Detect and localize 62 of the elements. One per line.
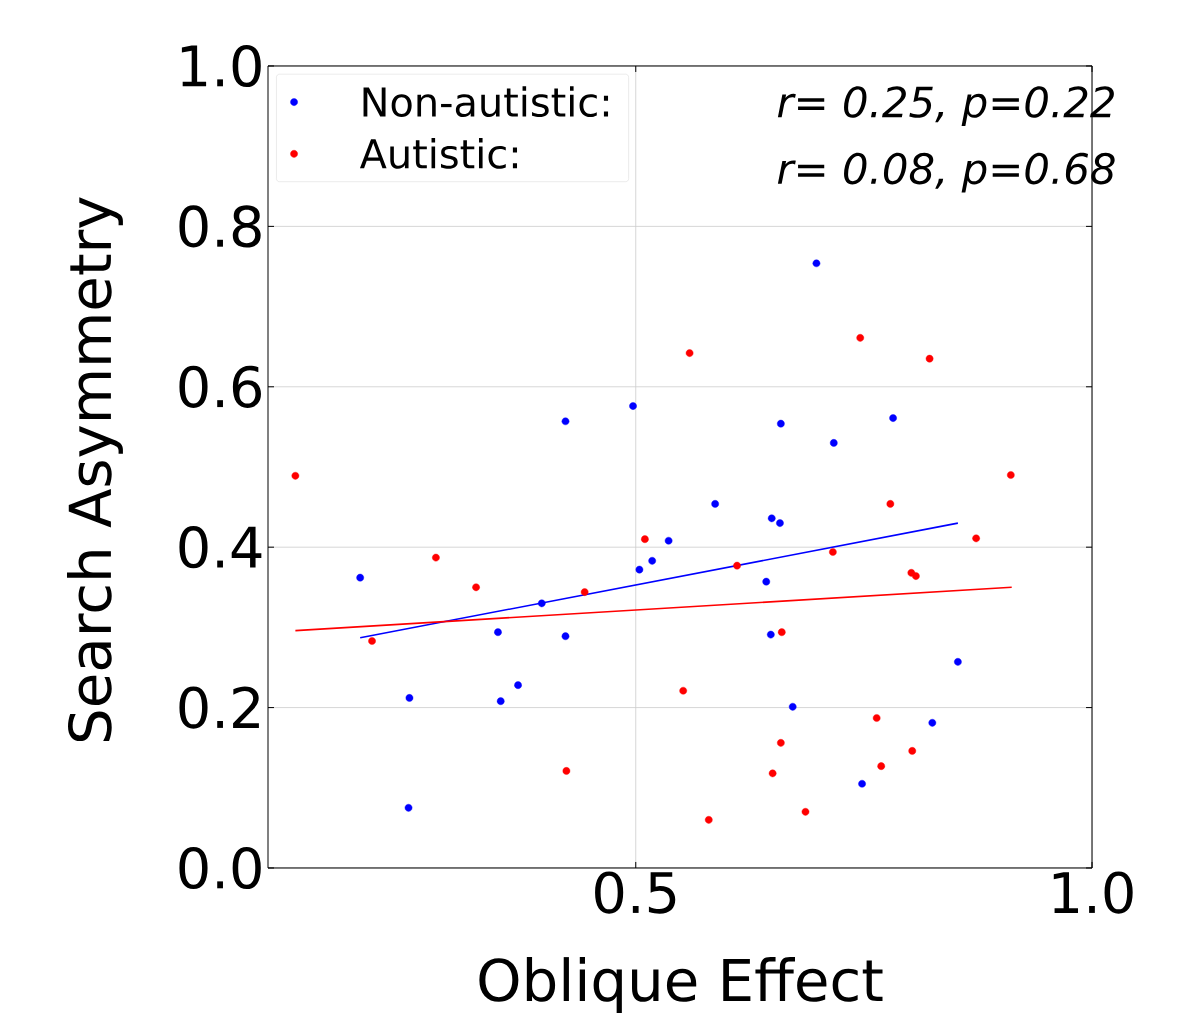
y-tick-label: 1.0 (181, 44, 261, 88)
point (514, 681, 522, 689)
point (368, 637, 376, 645)
point (812, 259, 821, 268)
point (767, 514, 776, 523)
point (679, 686, 688, 695)
point (562, 767, 571, 775)
point (856, 334, 865, 342)
point (405, 694, 414, 702)
point (801, 808, 810, 816)
point (561, 632, 570, 641)
point (954, 658, 962, 666)
point (776, 519, 784, 527)
point (291, 472, 300, 480)
point (889, 414, 897, 422)
point (704, 816, 713, 824)
point (858, 779, 866, 788)
point (788, 702, 797, 711)
point (580, 588, 589, 596)
point (404, 804, 413, 812)
point (886, 500, 895, 508)
point (1007, 471, 1015, 479)
point (762, 577, 771, 586)
x-axis-title: Oblique Effect (479, 957, 883, 1014)
point (829, 439, 838, 447)
point (877, 762, 886, 770)
point (733, 561, 741, 570)
point (494, 628, 502, 636)
point (908, 747, 917, 755)
point (685, 349, 694, 357)
point (777, 628, 786, 636)
legend-label: Autistic: (359, 137, 518, 169)
point (925, 354, 934, 363)
y-tick-label: 0.8 (179, 205, 261, 248)
y-axis-title: Search Asymmetry (67, 197, 123, 742)
point (629, 402, 637, 410)
point (496, 697, 505, 705)
point (432, 553, 440, 562)
point (928, 719, 937, 727)
point (777, 739, 785, 747)
point (829, 548, 837, 556)
legend-label: Non-autistic: (363, 86, 609, 118)
point (472, 583, 480, 592)
point (641, 535, 649, 543)
y-tick-label: 0.4 (179, 526, 262, 569)
point (768, 769, 777, 778)
x-tick-label: 0.5 (595, 871, 676, 914)
point (972, 534, 980, 543)
y-tick-label: 0.0 (179, 846, 261, 890)
point (561, 417, 570, 426)
y-tick-label: 0.2 (179, 686, 259, 729)
point (711, 500, 719, 508)
point (777, 419, 785, 428)
point (648, 557, 656, 565)
point (872, 714, 881, 722)
point (912, 572, 920, 580)
y-tick-label: 0.6 (179, 365, 261, 408)
point (664, 536, 673, 545)
point (356, 573, 364, 582)
point (537, 599, 546, 608)
point (635, 565, 644, 574)
point (767, 630, 775, 639)
